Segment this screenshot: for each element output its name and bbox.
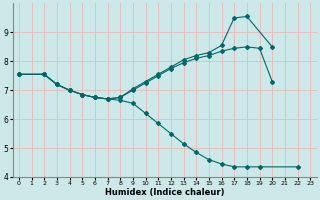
X-axis label: Humidex (Indice chaleur): Humidex (Indice chaleur)	[105, 188, 224, 197]
